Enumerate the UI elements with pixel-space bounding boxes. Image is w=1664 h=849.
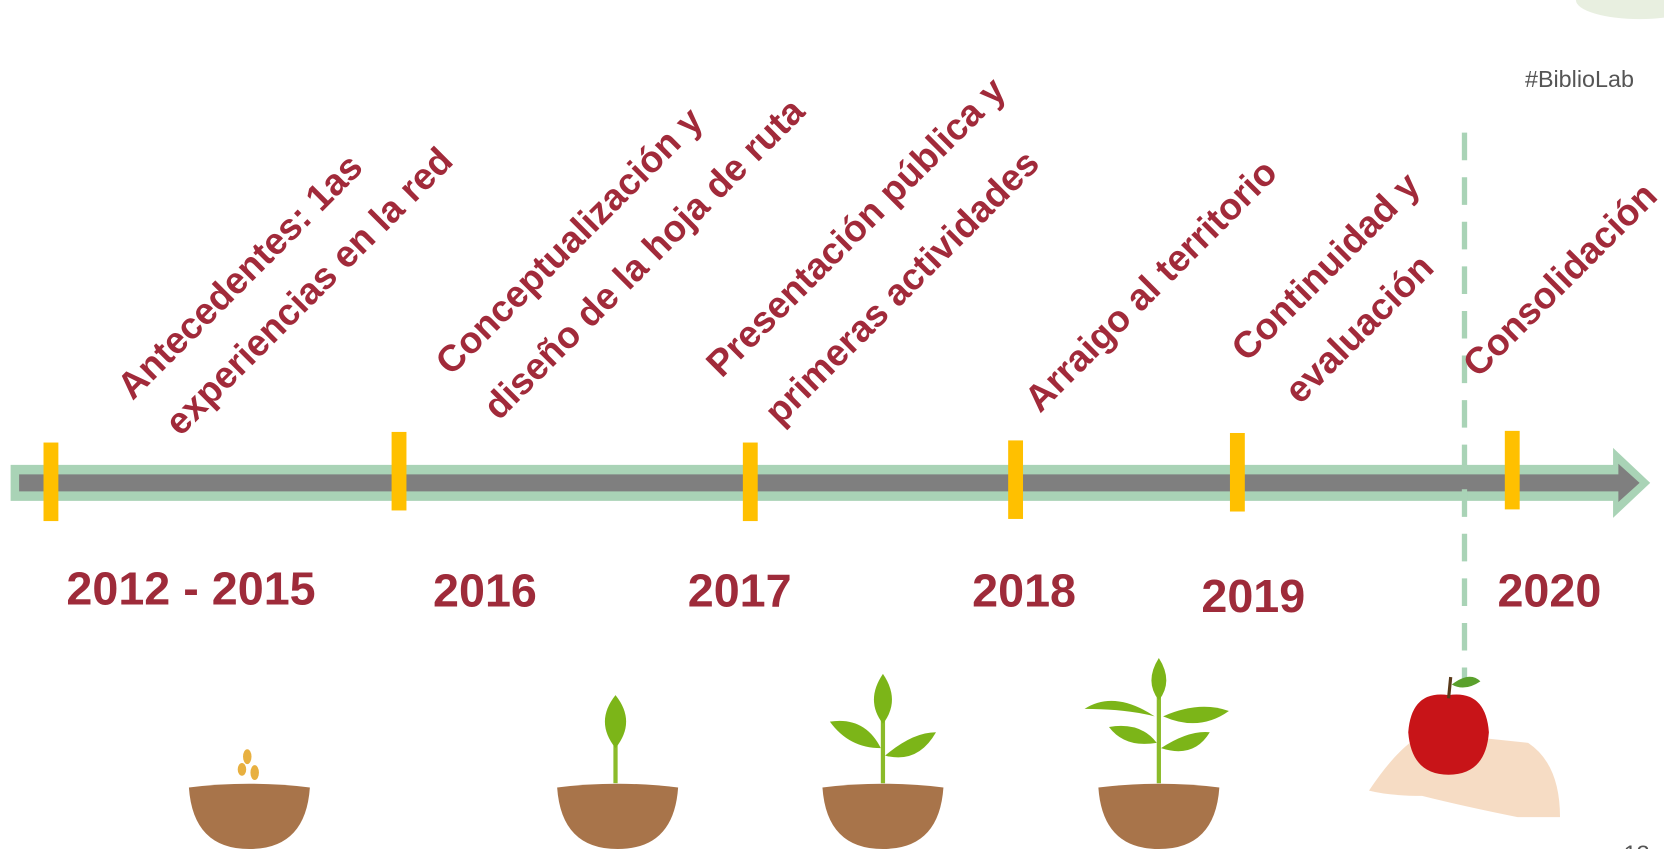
logo-fragment <box>1576 0 1664 19</box>
timeline-marker <box>392 432 407 511</box>
page-number: 13 <box>1624 841 1650 849</box>
timeline-marker <box>1008 440 1023 519</box>
year-label: 2018 <box>972 565 1076 617</box>
apple-hand <box>1369 677 1560 817</box>
year-label: 2012 - 2015 <box>66 563 315 615</box>
year-label: 2020 <box>1497 565 1601 617</box>
plant-pot <box>1085 658 1229 849</box>
seed-pot <box>189 749 310 849</box>
phase-label: Consolidación <box>1454 174 1664 385</box>
hashtag: #BiblioLab <box>1525 66 1634 92</box>
phase-label: Arraigo al territorio <box>1016 151 1285 420</box>
page: {"hashtag": "#BiblioLab", "page_number":… <box>0 0 1664 849</box>
year-label: 2016 <box>433 565 537 617</box>
timeline-marker <box>1230 433 1245 512</box>
timeline-marker <box>743 443 758 522</box>
timeline-marker <box>1505 431 1520 510</box>
slide: #BiblioLab 13 2012 - 2015Antecedentes: 1… <box>0 0 1664 849</box>
year-label: 2017 <box>688 565 792 617</box>
seedling-pot <box>822 674 943 849</box>
year-label: 2019 <box>1201 570 1305 622</box>
timeline-marker <box>44 443 59 522</box>
sprout-pot <box>557 695 678 849</box>
